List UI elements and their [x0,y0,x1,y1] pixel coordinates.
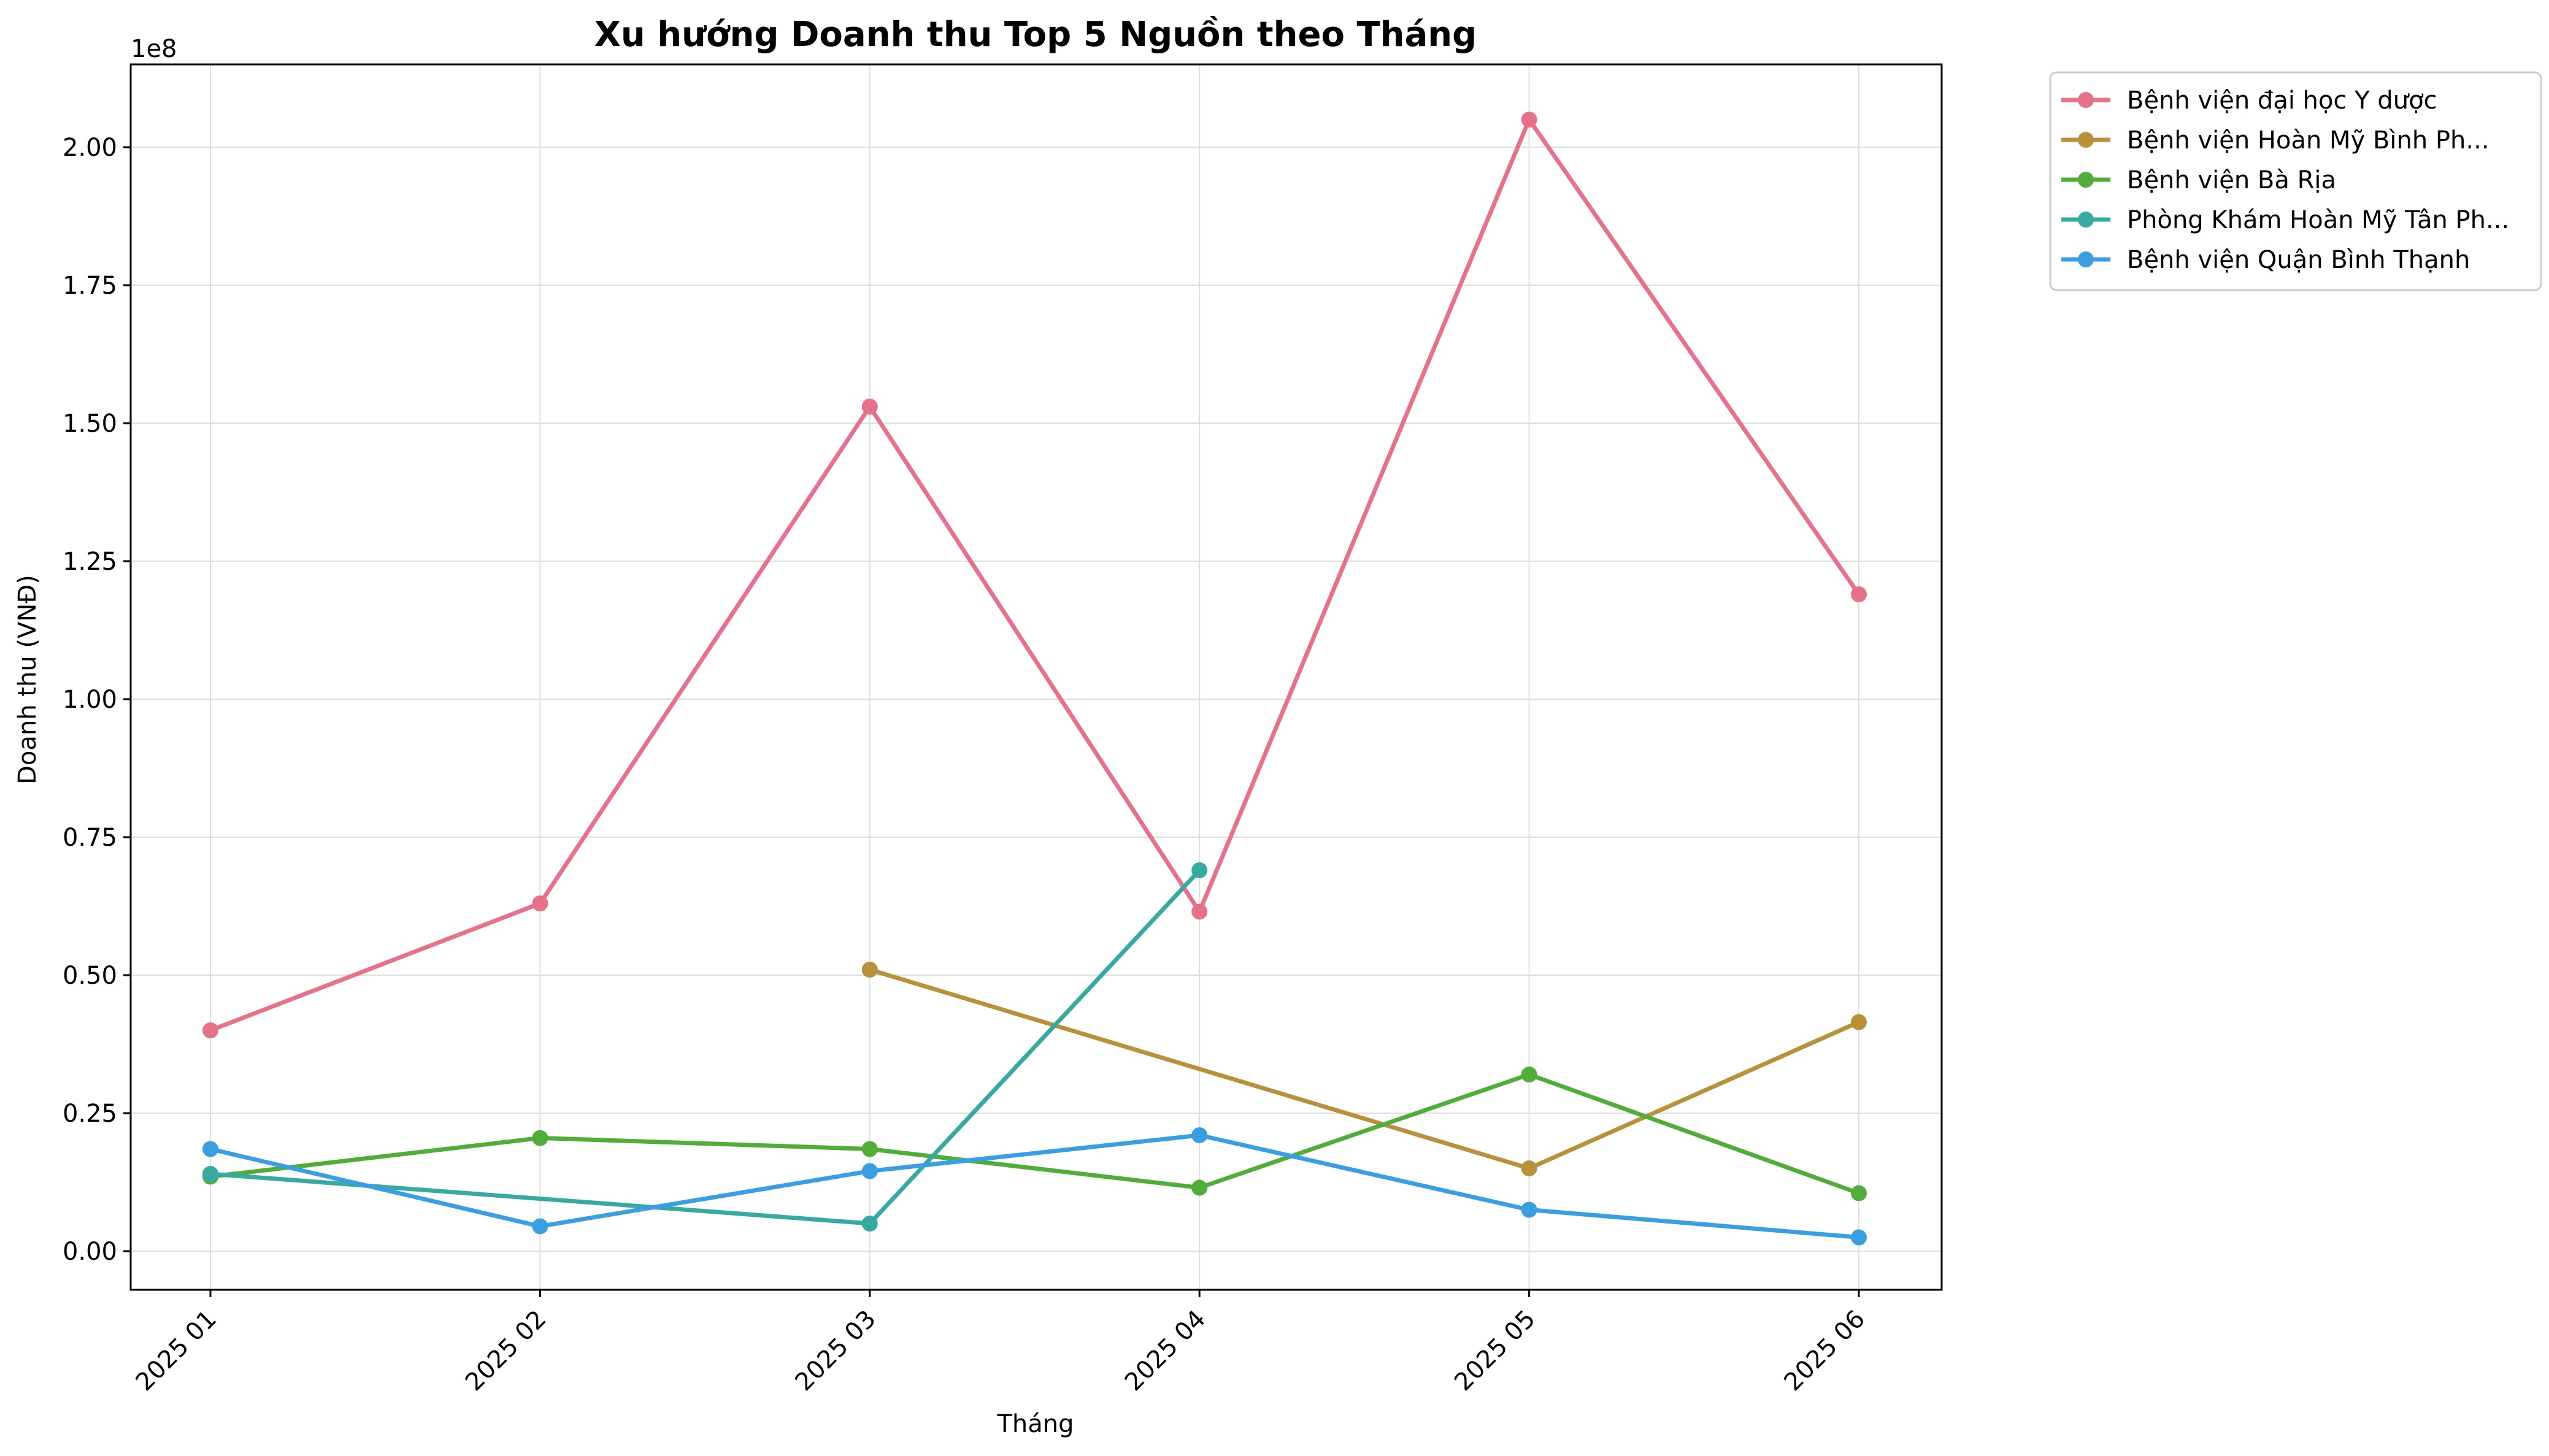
y-tick-label: 1.50 [63,410,117,438]
legend-item: Bệnh viện Hoàn Mỹ Bình Ph... [2061,126,2489,155]
data-point [861,1216,878,1232]
y-tick-label: 0.75 [63,824,117,852]
y-axis-label: Doanh thu (VNĐ) [13,575,42,784]
legend-label: Bệnh viện đại học Y dược [2127,86,2437,115]
legend-marker [2078,212,2094,228]
data-point [532,895,548,911]
data-point [1191,1127,1208,1143]
data-point [202,1141,218,1157]
series-line [208,1072,1861,1195]
data-point [861,399,878,415]
data-point [1191,1179,1208,1196]
series-group [202,862,1208,1232]
series-group [202,1067,1867,1201]
legend-marker [2078,251,2094,267]
y-tick-label: 2.00 [63,134,117,162]
legend-label: Bệnh viện Bà Rịa [2127,166,2336,194]
legend-item: Bệnh viện đại học Y dược [2061,86,2437,115]
series-group [202,1127,1867,1246]
data-point [1521,112,1537,128]
data-point [1191,862,1208,878]
legend-item: Bệnh viện Quận Bình Thạnh [2061,246,2470,274]
series-line [208,117,1861,1033]
data-point [1851,1185,1867,1201]
data-point [1851,1014,1867,1030]
data-point [202,1166,218,1182]
legend-marker [2078,92,2094,108]
legend-label: Phòng Khám Hoàn Mỹ Tân Ph... [2127,206,2509,234]
data-point [1521,1201,1537,1218]
data-point [1521,1067,1537,1082]
series-line [208,1133,1861,1240]
y-tick-label: 0.00 [63,1238,117,1266]
y-tick-label: 0.50 [63,962,117,990]
series-group [861,962,1867,1176]
legend-box [2049,71,2542,291]
legend-label: Bệnh viện Hoàn Mỹ Bình Ph... [2127,126,2489,155]
data-point [861,962,878,978]
legend-label: Bệnh viện Quận Bình Thạnh [2127,246,2470,274]
series-group [202,112,1867,1038]
chart-title: Xu hướng Doanh thu Top 5 Nguồn theo Thán… [594,15,1477,55]
data-point [1521,1160,1537,1176]
data-point [1851,586,1867,602]
legend: Bệnh viện đại học Y dược Bệnh viện Hoàn M… [2049,71,2542,291]
y-axis-offset-label: 1e8 [131,35,177,63]
data-point [861,1141,878,1157]
legend-item: Bệnh viện Bà Rịa [2061,166,2336,194]
legend-item: Phòng Khám Hoàn Mỹ Tân Ph... [2061,206,2509,234]
data-point [861,1163,878,1179]
data-point [202,1022,218,1038]
data-point [532,1130,548,1146]
legend-marker [2078,132,2094,148]
legend-marker [2078,172,2094,188]
y-tick-label: 1.75 [63,272,117,300]
data-point [1851,1229,1867,1246]
y-tick-label: 1.25 [63,548,117,576]
y-tick-label: 0.25 [63,1100,117,1128]
data-point [532,1218,548,1235]
plot-frame [129,63,1943,1291]
data-point [1191,903,1208,920]
x-axis-label: Tháng [996,1410,1074,1438]
y-tick-label: 1.00 [63,686,117,714]
